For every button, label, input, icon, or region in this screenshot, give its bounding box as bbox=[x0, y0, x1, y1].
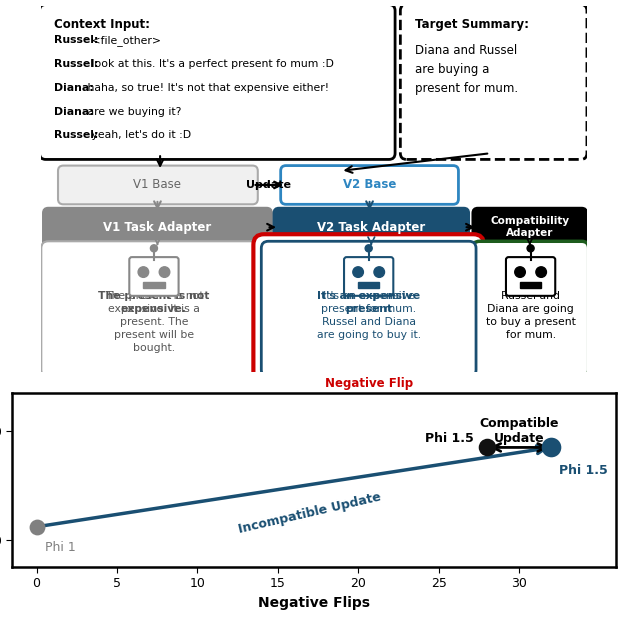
Bar bbox=[520, 282, 541, 288]
FancyBboxPatch shape bbox=[401, 4, 587, 159]
Circle shape bbox=[515, 266, 526, 277]
FancyBboxPatch shape bbox=[253, 234, 484, 384]
FancyBboxPatch shape bbox=[41, 241, 267, 377]
Text: Russel:: Russel: bbox=[55, 130, 99, 140]
Text: V2 Task Adapter: V2 Task Adapter bbox=[317, 220, 425, 234]
Text: Phi 1: Phi 1 bbox=[45, 541, 75, 554]
Text: V1 Base: V1 Base bbox=[134, 178, 182, 192]
FancyBboxPatch shape bbox=[58, 166, 258, 204]
FancyBboxPatch shape bbox=[473, 208, 587, 246]
Text: Phi 1.5: Phi 1.5 bbox=[425, 432, 474, 445]
Text: Russel:: Russel: bbox=[55, 35, 99, 45]
FancyBboxPatch shape bbox=[261, 241, 476, 377]
Text: haha, so true! It's not that expensive either!: haha, so true! It's not that expensive e… bbox=[83, 83, 328, 93]
X-axis label: Negative Flips: Negative Flips bbox=[258, 596, 370, 610]
Text: Diana and Russel
are buying a
present for mum.: Diana and Russel are buying a present fo… bbox=[415, 44, 519, 95]
Point bbox=[547, 442, 557, 452]
FancyBboxPatch shape bbox=[274, 208, 469, 246]
FancyBboxPatch shape bbox=[281, 166, 458, 204]
Text: Compatible
Update: Compatible Update bbox=[480, 417, 559, 445]
Point bbox=[32, 522, 42, 532]
Text: Russel and
Diana are going
to buy a present
for mum.: Russel and Diana are going to buy a pres… bbox=[486, 290, 575, 340]
FancyBboxPatch shape bbox=[506, 257, 555, 296]
Circle shape bbox=[138, 266, 149, 277]
Text: Phi 1.5: Phi 1.5 bbox=[559, 464, 608, 477]
FancyBboxPatch shape bbox=[473, 241, 588, 377]
Text: Russel:: Russel: bbox=[55, 59, 99, 69]
Circle shape bbox=[353, 266, 363, 277]
FancyBboxPatch shape bbox=[43, 208, 272, 246]
Point bbox=[482, 442, 492, 452]
Circle shape bbox=[159, 266, 170, 277]
Text: The present is not
expensive. It is a
present. The
present will be
bought.: The present is not expensive. It is a pr… bbox=[104, 290, 203, 353]
Circle shape bbox=[374, 266, 384, 277]
Text: Negative Flip: Negative Flip bbox=[325, 377, 413, 390]
Text: Diana:: Diana: bbox=[55, 83, 95, 93]
Text: Diana:: Diana: bbox=[55, 106, 95, 117]
Circle shape bbox=[365, 245, 372, 252]
Text: are we buying it?: are we buying it? bbox=[83, 106, 181, 117]
Text: yeah, let's do it :D: yeah, let's do it :D bbox=[88, 130, 192, 140]
Circle shape bbox=[151, 245, 157, 252]
Bar bbox=[358, 282, 379, 288]
Text: V1 Task Adapter: V1 Task Adapter bbox=[103, 220, 211, 234]
Circle shape bbox=[527, 245, 534, 252]
FancyBboxPatch shape bbox=[129, 257, 179, 296]
Text: Incompatible Update: Incompatible Update bbox=[238, 490, 383, 536]
Circle shape bbox=[536, 266, 547, 277]
FancyBboxPatch shape bbox=[344, 257, 393, 296]
Text: Context Input:: Context Input: bbox=[55, 18, 151, 31]
FancyBboxPatch shape bbox=[40, 4, 395, 159]
Text: V2 Base: V2 Base bbox=[343, 178, 396, 192]
Text: <file_other>: <file_other> bbox=[88, 35, 161, 46]
Text: Target Summary:: Target Summary: bbox=[415, 18, 529, 31]
Text: It's an expensive
present: It's an expensive present bbox=[317, 290, 420, 314]
Text: look at this. It's a perfect present fo mum :D: look at this. It's a perfect present fo … bbox=[88, 59, 334, 69]
Text: Compatibility
Adapter: Compatibility Adapter bbox=[490, 216, 569, 238]
Text: Update: Update bbox=[246, 180, 291, 190]
Text: The present is not
expensive.: The present is not expensive. bbox=[98, 290, 210, 314]
Bar bbox=[144, 282, 164, 288]
Text: It's an expensive
present for mum.
Russel and Diana
are going to buy it.: It's an expensive present for mum. Russe… bbox=[317, 290, 420, 340]
